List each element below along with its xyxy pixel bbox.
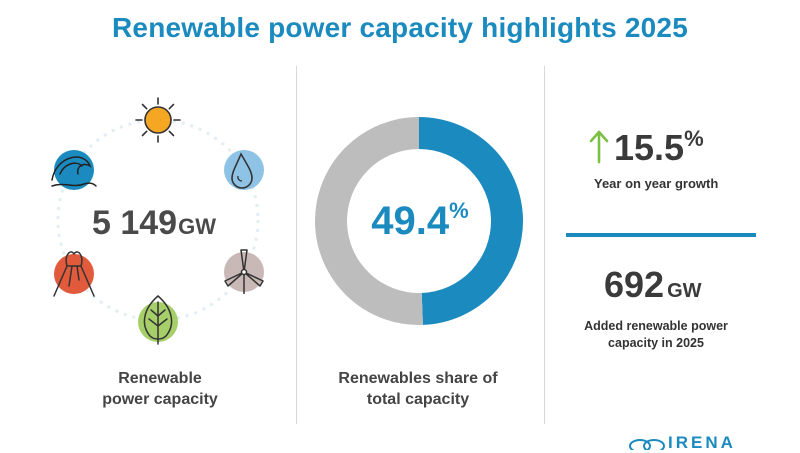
up-arrow-icon (589, 130, 609, 164)
added-label: Added renewable power capacity in 2025 (566, 318, 746, 352)
growth-unit: % (684, 126, 704, 151)
capacity-number: 5 149 (92, 204, 178, 242)
capacity-label-line2: power capacity (102, 391, 218, 408)
share-label-line2: total capacity (366, 391, 470, 408)
sun-icon (135, 97, 181, 143)
share-label: Renewables share of total capacity (318, 368, 518, 410)
share-label-line1: Renewables share of (338, 370, 498, 387)
share-unit: % (449, 198, 469, 223)
page-title: Renewable power capacity highlights 2025 (112, 12, 688, 43)
water-drop-icon (224, 150, 264, 190)
column-divider-right (544, 66, 545, 424)
capacity-unit: GW (178, 214, 216, 239)
added-value: 692 GW (604, 264, 702, 306)
capacity-label-line1: Renewable (118, 370, 202, 387)
donut-slice-renewables (419, 117, 524, 325)
column-divider-left (296, 66, 297, 424)
volcano-icon (53, 251, 95, 297)
added-label-line2: capacity in 2025 (608, 336, 704, 350)
wave-icon (51, 150, 97, 190)
growth-label: Year on year growth (594, 176, 719, 191)
share-donut-chart (315, 117, 524, 325)
capacity-value: 5 149GW (92, 204, 216, 243)
share-value: 49.4% (350, 198, 490, 244)
irena-logo-icon (629, 439, 665, 450)
added-unit: GW (667, 280, 702, 302)
leaf-icon (138, 295, 178, 345)
capacity-icon-ring (51, 97, 264, 345)
capacity-label: Renewable power capacity (70, 368, 250, 410)
added-number: 692 (604, 264, 665, 305)
wind-turbine-icon (224, 249, 264, 294)
growth-number: 15.5 (614, 127, 685, 168)
growth-value: 15.5% (614, 126, 704, 169)
donut-slice-other (315, 117, 423, 325)
share-number: 49.4 (371, 199, 450, 243)
added-label-line1: Added renewable power (584, 319, 728, 333)
stat-divider (566, 233, 756, 237)
irena-logo-text: IRENA (668, 433, 736, 452)
